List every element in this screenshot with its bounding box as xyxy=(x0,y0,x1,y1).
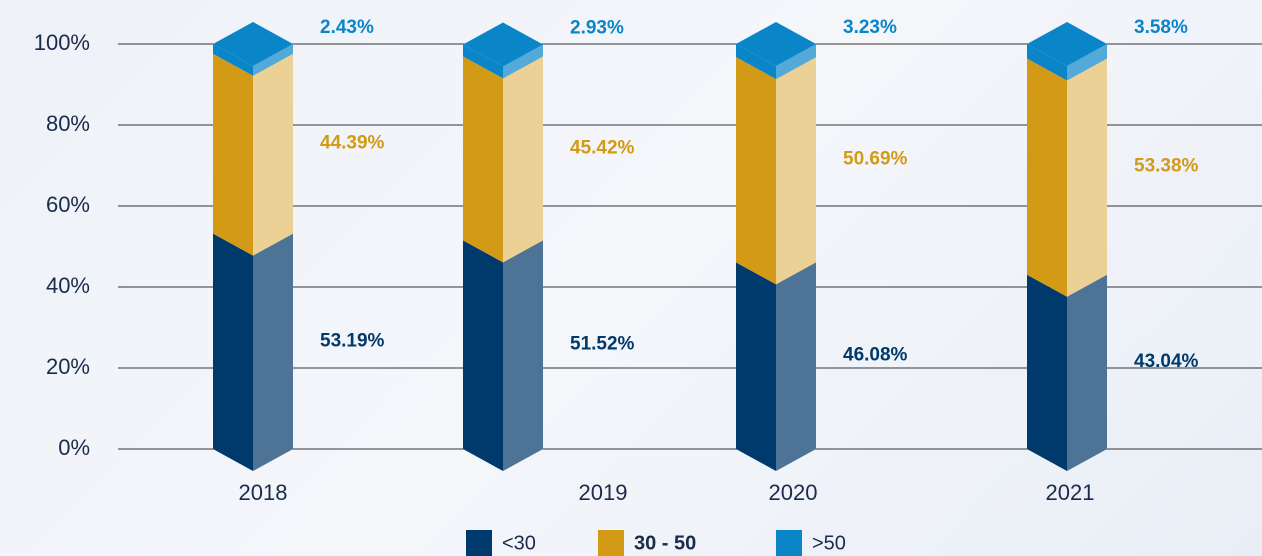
bar-face xyxy=(213,43,253,76)
y-tick-label: 40% xyxy=(46,273,90,298)
bar-face xyxy=(463,22,543,67)
bar-segment xyxy=(1027,274,1107,471)
x-tick-label: 2021 xyxy=(1046,480,1095,505)
bar-face xyxy=(1027,58,1067,297)
value-label: 53.19% xyxy=(320,330,385,351)
bar-face xyxy=(253,43,293,76)
bar-segment xyxy=(463,240,543,471)
x-tick-label: 2019 xyxy=(579,480,628,505)
y-tick-label: 100% xyxy=(34,30,90,55)
value-label: 2.43% xyxy=(320,17,374,38)
bar-face xyxy=(253,233,293,471)
value-label: 44.39% xyxy=(320,133,385,154)
bar-face xyxy=(213,233,253,471)
value-label: 51.52% xyxy=(570,334,635,355)
bar-segment xyxy=(213,233,293,471)
bar-segment xyxy=(463,56,543,263)
bar-face xyxy=(736,22,816,66)
bar-face xyxy=(776,262,816,471)
bar-face xyxy=(736,262,776,471)
bar-face xyxy=(1027,44,1067,81)
bar-face xyxy=(503,44,543,79)
bar-face xyxy=(253,233,293,471)
legend-label: 30 - 50 xyxy=(634,532,696,554)
bar-face xyxy=(1067,44,1107,81)
value-label: 2.93% xyxy=(570,18,624,39)
bar-segment xyxy=(736,22,816,80)
x-tick-label: 2018 xyxy=(239,480,288,505)
bar-face xyxy=(503,44,543,79)
bar-face xyxy=(503,240,543,471)
value-label: 46.08% xyxy=(843,345,908,366)
bar-face xyxy=(776,44,816,80)
bar-face xyxy=(503,56,543,263)
bar-segment xyxy=(463,22,543,79)
y-tick-label: 60% xyxy=(46,192,90,217)
value-label: 45.42% xyxy=(570,137,635,158)
y-tick-label: 20% xyxy=(46,354,90,379)
y-tick-label: 0% xyxy=(58,435,90,460)
value-label: 50.69% xyxy=(843,149,908,170)
bar-segment xyxy=(1027,22,1107,81)
bar-segment xyxy=(213,21,293,76)
bar-face xyxy=(1027,274,1067,471)
bar-face xyxy=(1067,274,1107,471)
bar-face xyxy=(776,57,816,285)
bar-face xyxy=(736,44,776,80)
bar-face xyxy=(736,57,776,285)
bar-face xyxy=(463,56,503,263)
legend-swatch xyxy=(776,530,802,556)
value-label: 3.23% xyxy=(843,17,897,38)
bar-face xyxy=(1067,44,1107,81)
bar-face xyxy=(463,44,503,79)
legend-label: <30 xyxy=(502,532,536,554)
bar-face xyxy=(463,240,503,471)
bar-face xyxy=(776,44,816,80)
bar-face xyxy=(503,240,543,471)
value-label: 43.04% xyxy=(1134,351,1199,372)
bar-face xyxy=(1067,274,1107,471)
bar-face xyxy=(253,43,293,76)
bar-face xyxy=(776,262,816,471)
bar-segment xyxy=(213,53,293,256)
bar-face xyxy=(253,53,293,256)
bar-face xyxy=(213,21,293,66)
bar-segment xyxy=(1027,58,1107,297)
value-label: 53.38% xyxy=(1134,156,1199,177)
y-tick-label: 80% xyxy=(46,111,90,136)
legend-swatch xyxy=(598,530,624,556)
bar-segment xyxy=(736,57,816,285)
bar-segment xyxy=(736,262,816,471)
x-tick-label: 2020 xyxy=(769,480,818,505)
bar-face xyxy=(1067,58,1107,297)
bar-face xyxy=(213,53,253,256)
legend-label: >50 xyxy=(812,532,846,554)
value-label: 3.58% xyxy=(1134,17,1188,38)
legend-swatch xyxy=(466,530,492,556)
bar-face xyxy=(1027,22,1107,66)
